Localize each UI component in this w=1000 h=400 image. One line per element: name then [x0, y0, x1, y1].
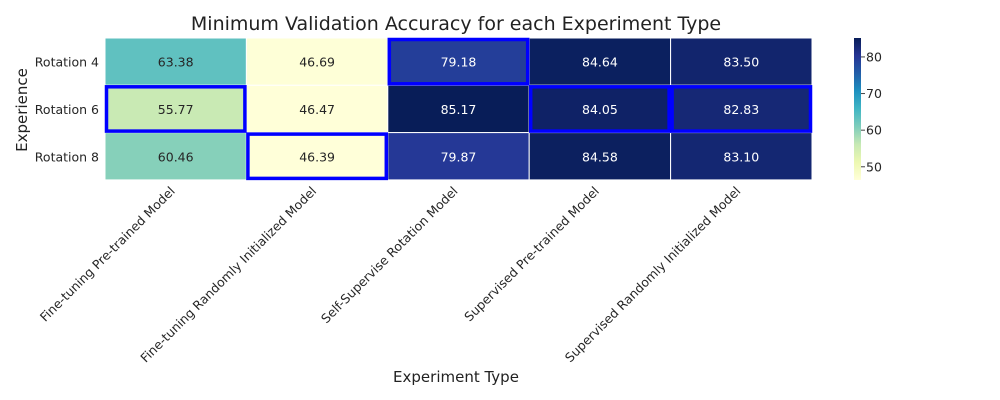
heatmap-cell: [387, 84, 530, 134]
x-axis-label: Experiment Type: [393, 368, 519, 386]
cell-value-label: 60.46: [158, 149, 194, 164]
y-axis-label: Experience: [13, 68, 31, 152]
x-tick-label: Supervised Randomly Initialized Model: [562, 183, 744, 365]
y-tick-label: Rotation 8: [35, 149, 99, 164]
heatmap-cell: [104, 84, 247, 134]
cell-value-label: 84.64: [582, 55, 618, 70]
heatmap-cell: [104, 37, 247, 86]
colorbar-ticks: 50 60 70 80: [861, 49, 882, 174]
colorbar-tick-label: 70: [866, 86, 882, 101]
heatmap-cell: [528, 37, 672, 86]
highlight-box: [246, 132, 389, 181]
cell-value-label: 46.47: [299, 102, 335, 117]
colorbar-tick-label: 80: [866, 49, 882, 64]
highlight-box: [670, 85, 813, 133]
cell-value-label: 46.39: [299, 149, 335, 164]
cell-value-label: 79.18: [441, 55, 477, 70]
cell-value-label: 55.77: [158, 102, 194, 117]
cell-value-label: 83.10: [723, 149, 759, 164]
x-tick-label: Fine-tuning Randomly Initialized Model: [137, 183, 319, 365]
y-tick-label: Rotation 4: [35, 55, 99, 70]
heatmap-cell: [245, 132, 389, 181]
heatmap-cell: [245, 37, 389, 86]
highlight-boxes: [104, 37, 813, 181]
heatmap-cells: [104, 37, 813, 181]
cell-value-label: 82.83: [723, 102, 759, 117]
heatmap-cell: [387, 132, 530, 181]
cell-value-label: 84.58: [582, 149, 618, 164]
y-tick-labels: Rotation 4 Rotation 6 Rotation 8: [35, 55, 99, 165]
heatmap-cell: [670, 132, 813, 181]
colorbar-tick-label: 60: [866, 123, 882, 138]
highlight-box: [387, 37, 530, 86]
colorbar: [854, 38, 861, 180]
x-tick-label: Supervised Pre-trained Model: [461, 183, 602, 324]
colorbar-tick-label: 50: [866, 159, 882, 174]
x-tick-label: Self-Supervise Rotation Model: [318, 183, 461, 326]
cell-value-label: 85.17: [441, 102, 477, 117]
highlight-box: [528, 85, 671, 133]
x-tick-label: Fine-tuning Pre-trained Model: [37, 183, 178, 324]
heatmap-cell: [670, 84, 813, 134]
cell-value-labels: 63.38 46.69 79.18 84.64 83.50 55.77 46.47 85.17…: [158, 55, 759, 165]
highlight-box: [104, 85, 247, 133]
cell-value-label: 83.50: [723, 55, 759, 70]
y-tick-label: Rotation 6: [35, 102, 99, 117]
cell-value-label: 84.05: [582, 102, 618, 117]
chart-title: Minimum Validation Accuracy for each Exp…: [191, 13, 721, 35]
cell-value-label: 46.69: [299, 55, 335, 70]
cell-value-label: 63.38: [158, 55, 194, 70]
x-tick-labels: Fine-tuning Pre-trained ModelFine-tuning…: [37, 183, 744, 365]
cell-value-label: 79.87: [441, 149, 477, 164]
